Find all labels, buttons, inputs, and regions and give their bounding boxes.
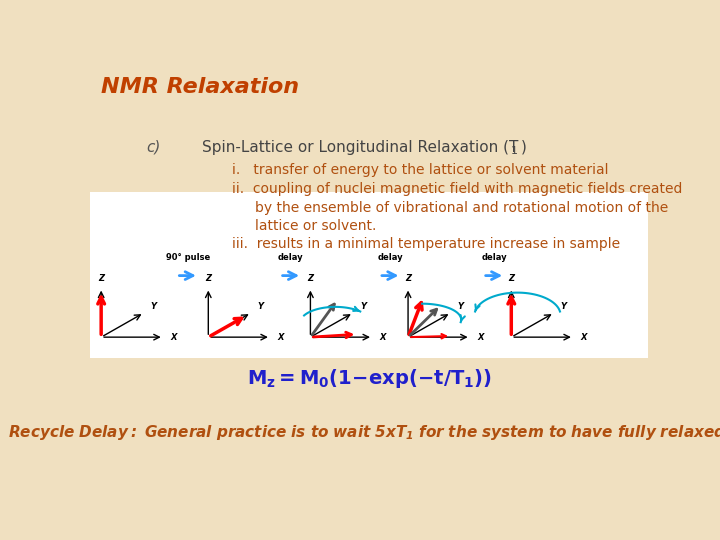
Text: lattice or solvent.: lattice or solvent. xyxy=(255,219,376,233)
Text: i.   transfer of energy to the lattice or solvent material: i. transfer of energy to the lattice or … xyxy=(233,163,609,177)
Text: Y: Y xyxy=(561,302,567,310)
Text: X: X xyxy=(277,333,284,342)
Text: Z: Z xyxy=(205,274,212,282)
Text: 1: 1 xyxy=(511,146,518,156)
Text: iii.  results in a minimal temperature increase in sample: iii. results in a minimal temperature in… xyxy=(233,238,621,251)
Text: c): c) xyxy=(145,140,160,154)
Text: $\bfit{Recycle\ Delay:\ General\ practice\ is\ to\ wait\ 5xT_1\ for\ the\ system: $\bfit{Recycle\ Delay:\ General\ practic… xyxy=(8,423,720,442)
Text: Z: Z xyxy=(98,274,104,282)
Bar xyxy=(90,192,648,358)
Text: by the ensemble of vibrational and rotational motion of the: by the ensemble of vibrational and rotat… xyxy=(255,201,668,215)
Text: X: X xyxy=(379,333,386,342)
Text: Y: Y xyxy=(258,302,264,310)
Text: X: X xyxy=(477,333,484,342)
Text: delay: delay xyxy=(481,253,507,262)
Text: X: X xyxy=(171,333,177,342)
Text: delay: delay xyxy=(278,253,304,262)
Text: delay: delay xyxy=(377,253,403,262)
Text: 90° pulse: 90° pulse xyxy=(166,253,210,262)
Text: X: X xyxy=(580,333,587,342)
Text: $\mathbf{M_z = M_0(1\!-\!exp(-t/T_1))}$: $\mathbf{M_z = M_0(1\!-\!exp(-t/T_1))}$ xyxy=(246,367,492,390)
Text: Z: Z xyxy=(307,274,313,282)
Text: Z: Z xyxy=(405,274,411,282)
Text: ): ) xyxy=(521,140,526,154)
Text: ii.  coupling of nuclei magnetic field with magnetic fields created: ii. coupling of nuclei magnetic field wi… xyxy=(233,182,683,196)
Text: Spin-Lattice or Longitudinal Relaxation (T: Spin-Lattice or Longitudinal Relaxation … xyxy=(202,140,518,154)
Text: Y: Y xyxy=(150,302,157,310)
Text: Z: Z xyxy=(508,274,514,282)
Text: Y: Y xyxy=(360,302,366,310)
Text: NMR Relaxation: NMR Relaxation xyxy=(101,77,300,97)
Text: Y: Y xyxy=(458,302,464,310)
